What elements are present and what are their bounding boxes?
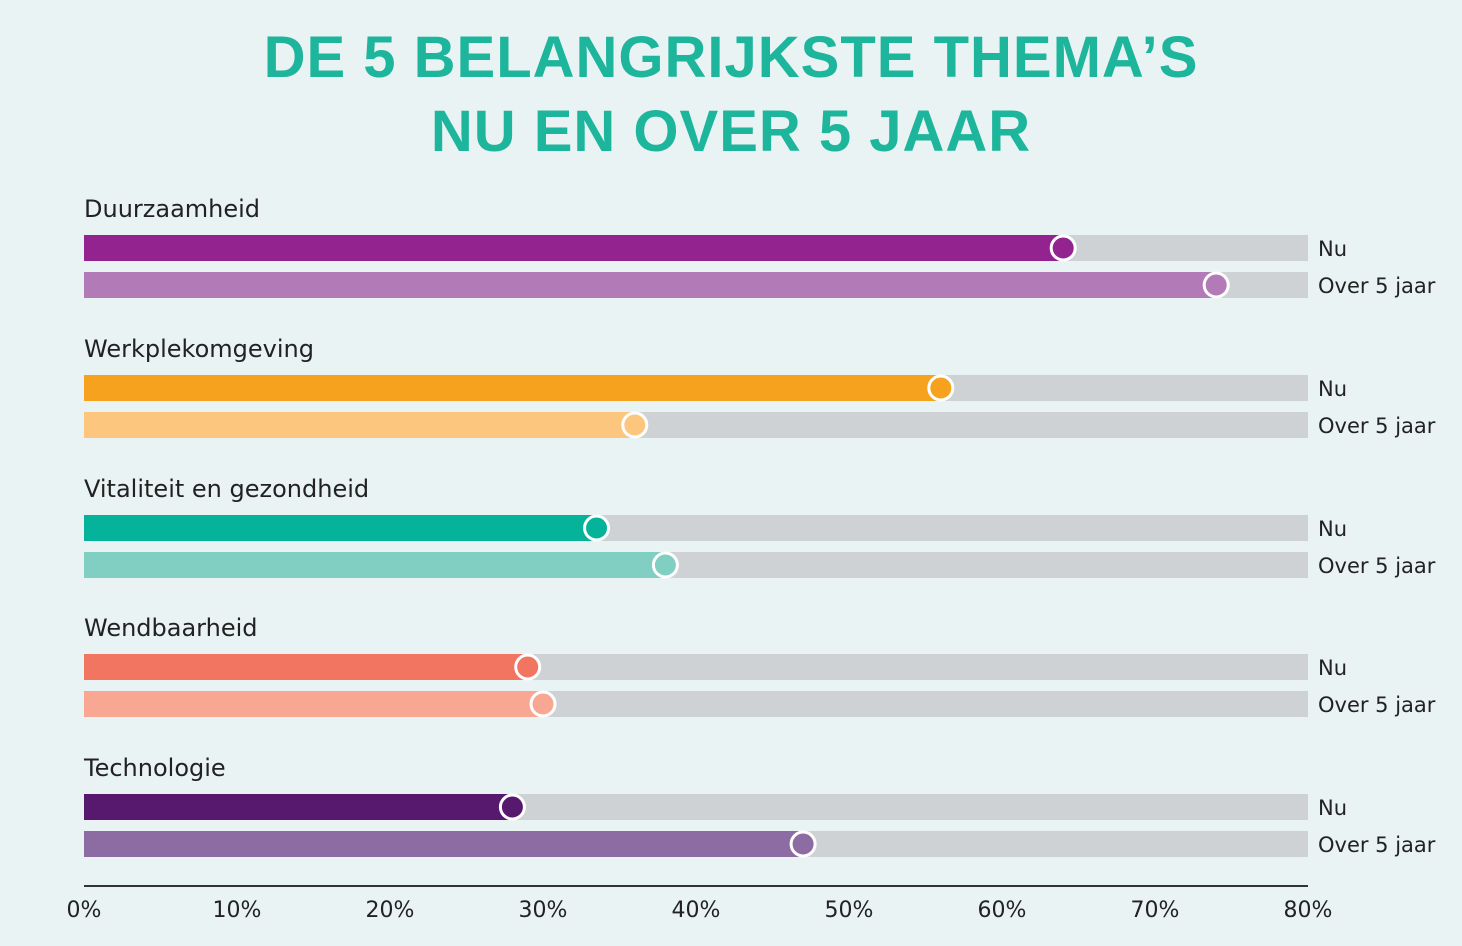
bar-end-dot: [583, 514, 611, 542]
chart-title-line-1: DE 5 BELANGRIJKSTE THEMA’S: [263, 25, 1199, 90]
series-label: Over 5 jaar: [1318, 414, 1436, 438]
x-tick-label: 80%: [1284, 898, 1333, 923]
category-label: Werkplekomgeving: [84, 335, 314, 363]
x-tick-label: 70%: [1131, 898, 1180, 923]
category-label: Duurzaamheid: [84, 195, 260, 223]
series-label: Nu: [1318, 656, 1347, 680]
x-tick-label: 50%: [825, 898, 874, 923]
series-label: Nu: [1318, 796, 1347, 820]
chart-title-line-2: NU EN OVER 5 JAAR: [430, 99, 1032, 164]
x-tick-label: 0%: [67, 898, 102, 923]
x-tick-label: 40%: [672, 898, 721, 923]
bar-end-dot: [789, 830, 817, 858]
bar-end-dot: [498, 793, 526, 821]
bar-end-dot: [621, 411, 649, 439]
bar-end-dot: [514, 653, 542, 681]
bar-over5: [84, 552, 666, 578]
bar-end-dot: [1049, 234, 1077, 262]
x-tick-label: 10%: [213, 898, 262, 923]
bar-end-dot: [651, 551, 679, 579]
bar-end-dot: [1202, 271, 1230, 299]
series-label: Over 5 jaar: [1318, 833, 1436, 857]
series-label: Nu: [1318, 517, 1347, 541]
bar-nu: [84, 375, 941, 401]
bar-over5: [84, 412, 635, 438]
bar-end-dot: [529, 690, 557, 718]
bar-over5: [84, 831, 804, 857]
category-label: Technologie: [83, 754, 226, 782]
bar-nu: [84, 654, 528, 680]
x-tick-label: 20%: [366, 898, 415, 923]
category-label: Vitaliteit en gezondheid: [84, 475, 369, 503]
bar-nu: [84, 515, 597, 541]
category-label: Wendbaarheid: [84, 614, 258, 642]
bar-nu: [84, 794, 513, 820]
series-label: Nu: [1318, 377, 1347, 401]
bar-nu: [84, 235, 1064, 261]
x-tick-label: 30%: [519, 898, 568, 923]
bar-over5: [84, 272, 1217, 298]
x-tick-label: 60%: [978, 898, 1027, 923]
series-label: Over 5 jaar: [1318, 693, 1436, 717]
bar-end-dot: [927, 374, 955, 402]
series-label: Over 5 jaar: [1318, 274, 1436, 298]
series-label: Over 5 jaar: [1318, 554, 1436, 578]
bar-over5: [84, 691, 543, 717]
series-label: Nu: [1318, 237, 1347, 261]
